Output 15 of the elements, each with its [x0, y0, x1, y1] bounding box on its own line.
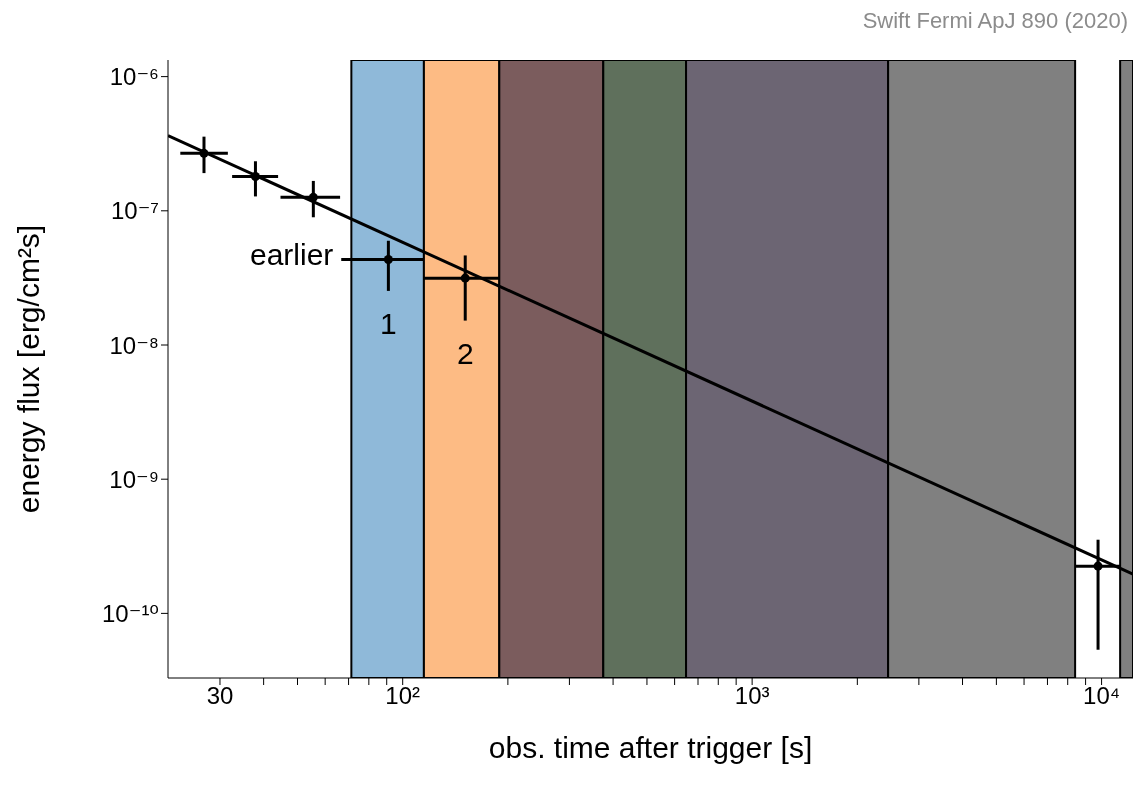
annotation: earlier: [250, 238, 334, 272]
annotation: 1: [380, 307, 397, 341]
x-tick-label: 10³: [734, 682, 770, 710]
y-tick-label: 10⁻¹⁰: [102, 599, 159, 627]
x-tick-label: 30: [206, 682, 234, 710]
y-tick-label: 10⁻⁹: [109, 465, 159, 493]
y-tick-label: 10⁻⁸: [109, 331, 159, 359]
y-axis-title: energy flux [erg/cm²s]: [11, 224, 45, 514]
text: Swift Fermi ApJ 890 (2020): [862, 8, 1128, 33]
x-tick-label: 10⁴: [1083, 682, 1121, 710]
y-tick-label: 10⁻⁶: [109, 63, 159, 91]
x-tick-label: 10²: [385, 682, 421, 710]
y-tick-label: 10⁻⁷: [110, 197, 159, 225]
annotation: 2: [456, 336, 474, 370]
x-axis-title: obs. time after trigger [s]: [488, 731, 813, 764]
